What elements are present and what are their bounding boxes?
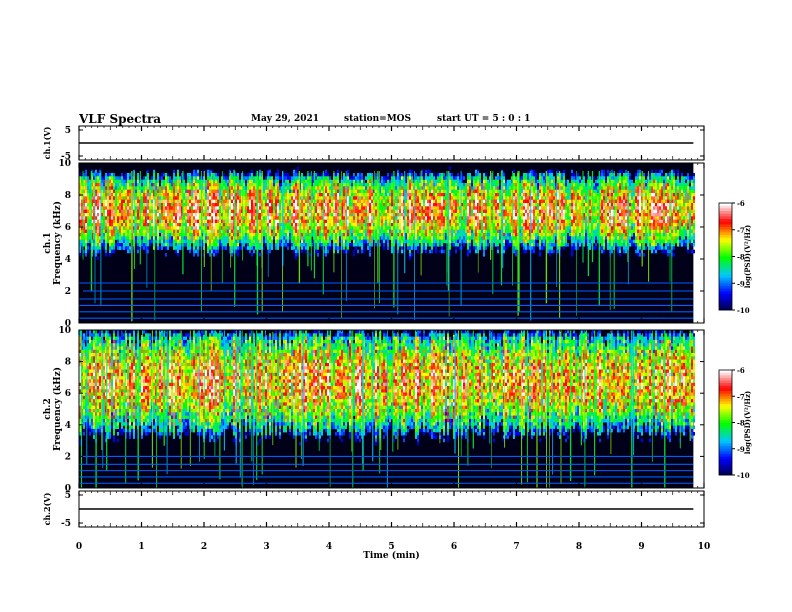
x-axis-label: Time (min)	[363, 550, 420, 561]
colorbar-tick-label: -10	[737, 471, 750, 480]
waveform-panel: 5 -5 ch.2(V)	[42, 490, 705, 529]
x-tick-label: 10	[698, 542, 711, 552]
colorbar-tick-label: -9	[737, 279, 745, 288]
y-axis-label: ch.2(V)	[42, 492, 52, 525]
waveform-panel: 5 -5 ch.1(V)	[42, 125, 705, 162]
colorbar-tick-label: -6	[737, 199, 745, 208]
y-axis-label: Frequency (kHz)	[52, 201, 63, 285]
colorbar-tick-label: -7	[737, 392, 745, 401]
x-tick-label: 3	[263, 542, 269, 552]
colorbar: -6 -7 -8 -9 -10 log(PSD)(V²/Hz)	[718, 199, 752, 315]
colorbar-tick-label: -8	[737, 253, 745, 262]
y-tick-label: 2	[65, 287, 71, 297]
y-axis-label: Frequency (kHz)	[52, 367, 63, 451]
station-label: station=MOS	[344, 114, 412, 124]
y-tick-label: 4	[65, 255, 71, 265]
x-tick-label: 4	[326, 542, 332, 552]
y-axis-label: ch.2	[43, 398, 53, 419]
y-tick-label: 8	[65, 358, 71, 368]
x-tick-label: 8	[576, 542, 582, 552]
y-tick-label: 10	[58, 159, 71, 169]
colorbar-tick-label: -7	[737, 226, 745, 235]
y-tick-label: 0	[65, 319, 71, 329]
x-tick-label: 6	[451, 542, 457, 552]
y-tick-label: -5	[61, 152, 71, 162]
x-tick-label: 7	[513, 542, 519, 552]
colorbar-label: log(PSD)(V²/Hz)	[743, 225, 752, 289]
x-tick-label: 9	[638, 542, 644, 552]
y-tick-label: 8	[65, 191, 71, 201]
colorbar-tick-label: -10	[737, 306, 750, 315]
colorbar-tick-label: -6	[737, 366, 745, 375]
y-tick-label: 0	[65, 484, 71, 494]
start-time-label: start UT = 5 : 0 : 1	[437, 114, 531, 124]
x-tick-label: 1	[138, 542, 144, 552]
y-tick-label: -5	[61, 519, 71, 529]
x-tick-label: 0	[76, 542, 82, 552]
spectrogram-2: 0 2 4 6 8 10 ch.2 Frequency (kHz)	[43, 326, 705, 494]
x-ticks	[78, 126, 705, 527]
y-tick-label: 6	[65, 389, 71, 399]
spectrogram-1: 0 2 4 6 8 10 ch.1 Frequency (kHz)	[43, 159, 705, 329]
colorbar-tick-label: -8	[737, 419, 745, 428]
figure-title: VLF Spectra	[79, 112, 162, 126]
y-axis-label: ch.1	[43, 232, 53, 253]
colorbar: -6 -7 -8 -9 -10 log(PSD)(V²/Hz)	[718, 366, 752, 480]
x-tick-label: 5	[388, 542, 394, 552]
y-tick-label: 5	[65, 126, 71, 136]
colorbar-tick-label: -9	[737, 445, 745, 454]
colorbar-label: log(PSD)(V²/Hz)	[743, 391, 752, 455]
y-axis-label: ch.1(V)	[42, 126, 52, 159]
y-tick-label: 4	[65, 421, 71, 431]
x-tick-label: 2	[201, 542, 207, 552]
y-tick-label: 10	[58, 326, 71, 336]
y-tick-label: 5	[65, 491, 71, 501]
y-tick-label: 6	[65, 223, 71, 233]
date-label: May 29, 2021	[251, 114, 319, 124]
y-tick-label: 2	[65, 452, 71, 462]
